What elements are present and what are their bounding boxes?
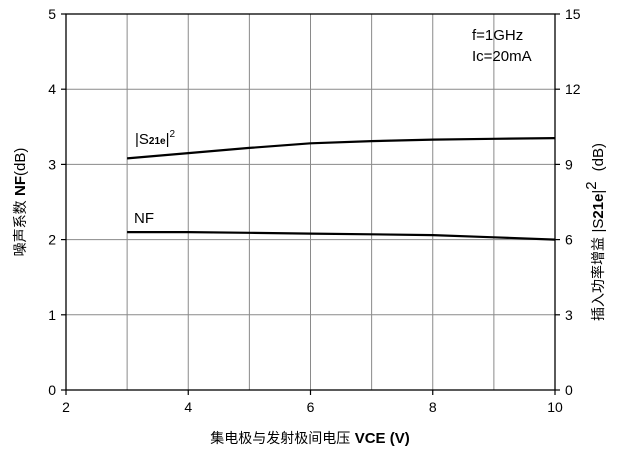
grid [66,14,555,390]
y-tick-label-left: 4 [48,81,56,97]
x-tick-label: 2 [62,399,70,415]
y-tick-label-right: 9 [565,156,573,172]
y-tick-label-left: 5 [48,6,56,22]
y-tick-label-left: 2 [48,232,56,248]
series-line-s21e [127,137,556,160]
y-axis-title-right: 插入功率增益 |S21e|2(dB) [583,143,607,321]
series [127,137,556,241]
x-tick-label: 4 [184,399,192,415]
x-tick-label: 6 [307,399,315,415]
y-axis-title-left: 噪声系数 NF(dB) [12,148,29,257]
y-tick-label-left: 3 [48,156,56,172]
y-tick-label-left: 1 [48,307,56,323]
x-axis-title: 集电极与发射极间电压 VCE (V) [210,430,409,447]
x-tick-label: 10 [547,399,563,415]
series-label-nf: NF [134,210,154,227]
y-tick-label-left: 0 [48,382,56,398]
y-tick-label-right: 0 [565,382,573,398]
annotation-frequency: f=1GHz [472,27,523,44]
y-tick-label-right: 15 [565,6,581,22]
y-tick-label-right: 3 [565,307,573,323]
x-tick-label: 8 [429,399,437,415]
series-label-s21e: |S21e|2 [135,129,176,148]
annotation-current: Ic=20mA [472,48,532,65]
y-tick-label-right: 12 [565,81,581,97]
y-tick-label-right: 6 [565,232,573,248]
series-line-nf [127,231,556,241]
